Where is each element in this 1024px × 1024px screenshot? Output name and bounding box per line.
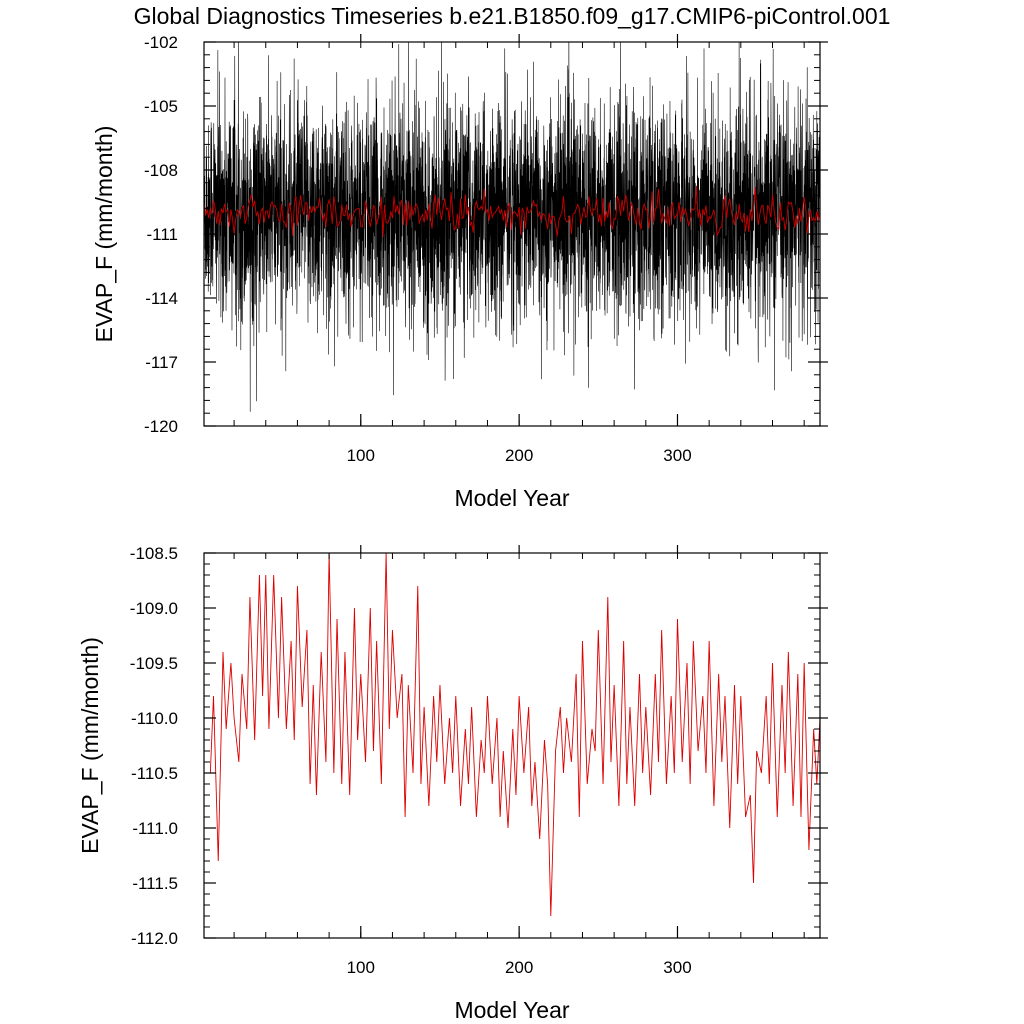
y-tick-label: -110.5 <box>131 764 178 783</box>
x-axis-label: Model Year <box>454 485 569 511</box>
y-tick-label: -109.0 <box>130 599 178 618</box>
plot-frame <box>203 552 821 939</box>
y-tick-label: -108 <box>144 161 178 180</box>
y-axis-label: EVAP_F (mm/month) <box>91 126 117 343</box>
y-tick-label: -112.0 <box>131 929 178 948</box>
x-axis-label: Model Year <box>454 997 569 1023</box>
y-tick-label: -111.5 <box>132 874 178 893</box>
x-tick-label: 300 <box>663 446 691 465</box>
y-tick-label: -109.5 <box>130 654 178 673</box>
series-line-0 <box>209 553 820 917</box>
y-tick-label: -102 <box>144 33 178 52</box>
series-line-1 <box>204 185 820 238</box>
x-tick-label: 300 <box>663 958 691 977</box>
y-tick-label: -120 <box>144 417 178 436</box>
x-tick-label: 200 <box>505 446 533 465</box>
y-tick-label: -111.0 <box>132 819 178 838</box>
bottom-panel: 100 200 300 -112.0 -111.5 -111.0 -110.5 -110.0 -… <box>77 544 828 1023</box>
y-tick-label: -114 <box>145 289 178 308</box>
y-tick-label: -108.5 <box>130 544 178 563</box>
x-tick-label: 200 <box>505 958 533 977</box>
top-panel: 100 200 300 -120 -117 -114 -111 -108 -105 -102 Mod… <box>91 33 828 511</box>
series-line-0 <box>204 42 820 412</box>
figure-title: Global Diagnostics Timeseries b.e21.B185… <box>134 3 891 29</box>
y-tick-label: -105 <box>144 97 178 116</box>
x-tick-label: 100 <box>347 958 375 977</box>
y-axis-label: EVAP_F (mm/month) <box>77 637 103 854</box>
x-tick-label: 100 <box>347 446 375 465</box>
y-tick-label: -111 <box>146 225 178 244</box>
y-tick-label: -110.0 <box>131 709 178 728</box>
y-tick-label: -117 <box>145 353 178 372</box>
